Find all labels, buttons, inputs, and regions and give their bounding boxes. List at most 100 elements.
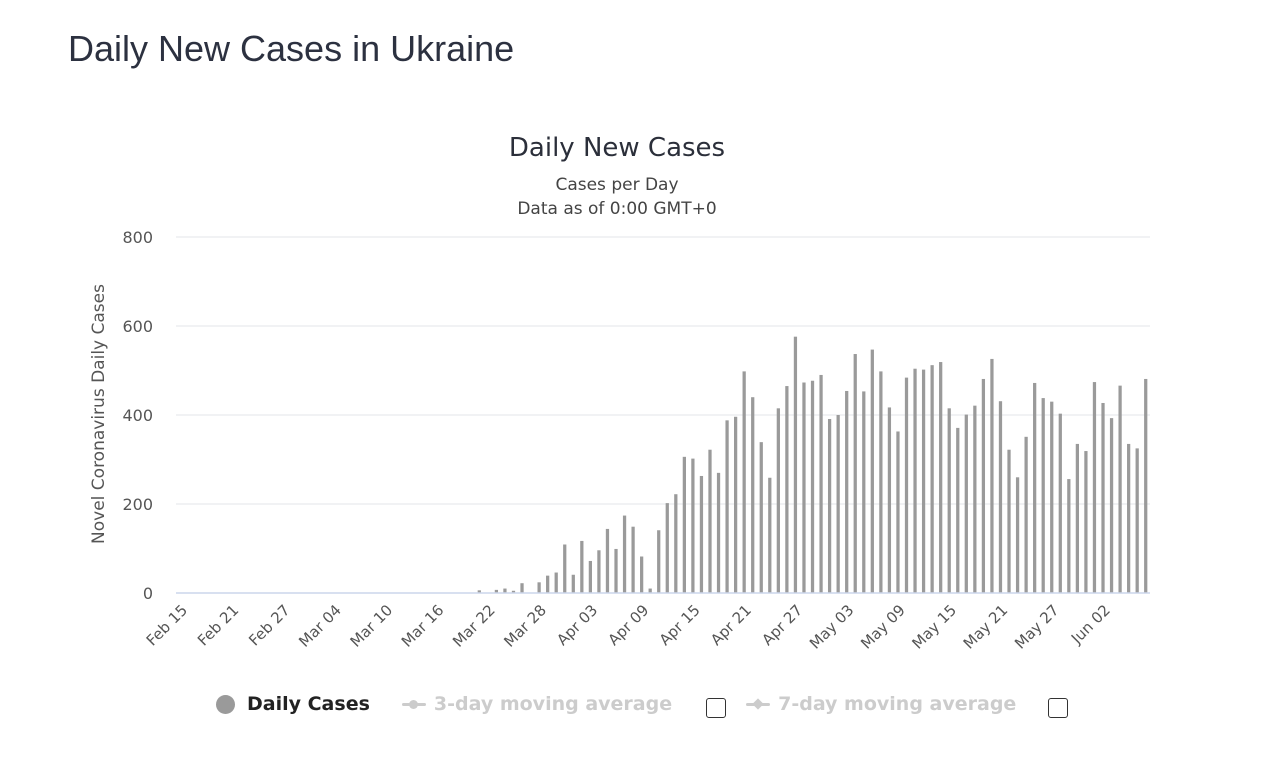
legend-item-daily-cases[interactable]: Daily Cases [216, 693, 370, 715]
bar[interactable] [759, 442, 763, 593]
bar[interactable] [571, 574, 575, 593]
bar[interactable] [682, 456, 686, 593]
bar[interactable] [1024, 436, 1028, 593]
legend-label-3-day-average: 3-day moving average [433, 693, 673, 715]
y-tick-label: 200 [122, 495, 153, 514]
bar[interactable] [537, 582, 541, 593]
bar[interactable] [742, 371, 746, 593]
bar[interactable] [699, 475, 704, 593]
bar[interactable] [520, 583, 524, 593]
bar[interactable] [827, 419, 832, 593]
y-axis-ticks: 0 200 400 600 800 [122, 228, 153, 603]
bar[interactable] [1084, 451, 1088, 593]
bar[interactable] [1144, 378, 1148, 593]
bar[interactable] [1135, 448, 1139, 594]
bar[interactable] [734, 416, 738, 593]
bar[interactable] [1007, 449, 1011, 593]
x-tick-label: Apr 15 [656, 601, 704, 649]
x-tick-label: Mar 04 [295, 601, 345, 651]
bar[interactable] [981, 378, 986, 593]
bar[interactable] [879, 371, 883, 593]
bar[interactable] [810, 380, 815, 593]
bar[interactable] [477, 590, 481, 593]
bar[interactable] [1033, 382, 1037, 593]
bar[interactable] [939, 362, 943, 593]
checkbox-7-day-average[interactable] [1048, 698, 1069, 718]
bar[interactable] [494, 589, 499, 593]
chart-title: Daily New Cases [509, 133, 725, 163]
bar[interactable] [964, 414, 968, 593]
bar[interactable] [990, 358, 994, 593]
bar[interactable] [1067, 479, 1071, 593]
bar[interactable] [588, 560, 592, 593]
bar[interactable] [862, 391, 866, 593]
bar[interactable] [674, 494, 678, 593]
bar[interactable] [1127, 443, 1131, 593]
bar[interactable] [716, 472, 721, 593]
bar[interactable] [665, 503, 669, 593]
bar[interactable] [1109, 418, 1114, 593]
bar[interactable] [580, 540, 584, 593]
bar[interactable] [930, 365, 934, 593]
bar[interactable] [845, 390, 849, 593]
bar[interactable] [725, 420, 729, 593]
bar[interactable] [836, 415, 840, 593]
bar[interactable] [853, 354, 857, 593]
bar[interactable] [887, 407, 892, 593]
x-tick-label: May 15 [909, 601, 961, 653]
x-tick-label: Feb 21 [194, 601, 242, 649]
bar[interactable] [605, 528, 610, 593]
bar[interactable] [921, 369, 926, 593]
bar[interactable] [503, 588, 507, 593]
bar[interactable] [631, 526, 635, 593]
x-tick-label: Mar 28 [500, 601, 550, 651]
bar[interactable] [956, 427, 960, 593]
bar[interactable] [648, 588, 652, 593]
bar[interactable] [1101, 402, 1105, 593]
bar[interactable] [622, 515, 627, 593]
bar[interactable] [947, 408, 951, 593]
bar[interactable] [1075, 443, 1079, 593]
x-tick-label: Jun 02 [1067, 601, 1114, 648]
bar[interactable] [785, 386, 789, 593]
bar[interactable] [998, 401, 1003, 593]
x-tick-label: May 03 [806, 601, 858, 653]
bar[interactable] [708, 449, 712, 593]
x-tick-label: May 27 [1011, 601, 1063, 653]
bar[interactable] [1050, 401, 1054, 593]
bar[interactable] [793, 336, 798, 593]
bar[interactable] [597, 550, 601, 593]
bar[interactable] [1118, 385, 1122, 593]
bar[interactable] [546, 575, 550, 593]
bar[interactable] [913, 368, 917, 593]
checkbox-3-day-average[interactable] [706, 698, 727, 718]
bar[interactable] [554, 572, 558, 593]
bar[interactable] [896, 431, 900, 593]
bar[interactable] [819, 374, 823, 593]
bar[interactable] [802, 382, 806, 593]
bar[interactable] [904, 377, 909, 593]
bar[interactable] [1092, 382, 1097, 593]
bar[interactable] [973, 405, 977, 593]
bar[interactable] [776, 408, 780, 593]
bar[interactable] [1015, 477, 1020, 593]
bar[interactable] [691, 458, 695, 593]
y-tick-label: 800 [122, 228, 153, 247]
bar[interactable] [640, 556, 644, 593]
bar[interactable] [751, 397, 755, 593]
legend-item-3-day-average[interactable]: 3-day moving average [401, 693, 673, 715]
line-circle-marker-icon [401, 695, 426, 714]
bar[interactable] [1058, 413, 1062, 593]
legend-item-7-day-average[interactable]: 7-day moving average [746, 693, 1016, 715]
bar[interactable] [511, 590, 516, 593]
x-tick-label: Apr 21 [707, 601, 755, 649]
x-tick-label: May 21 [960, 601, 1012, 653]
circle-marker-icon [216, 694, 235, 714]
bar[interactable] [614, 548, 618, 593]
bar[interactable] [563, 544, 567, 594]
bar[interactable] [1041, 398, 1045, 593]
bar[interactable] [870, 349, 874, 593]
bar[interactable] [768, 477, 772, 593]
x-tick-label: May 09 [857, 601, 909, 653]
bar[interactable] [657, 530, 661, 593]
